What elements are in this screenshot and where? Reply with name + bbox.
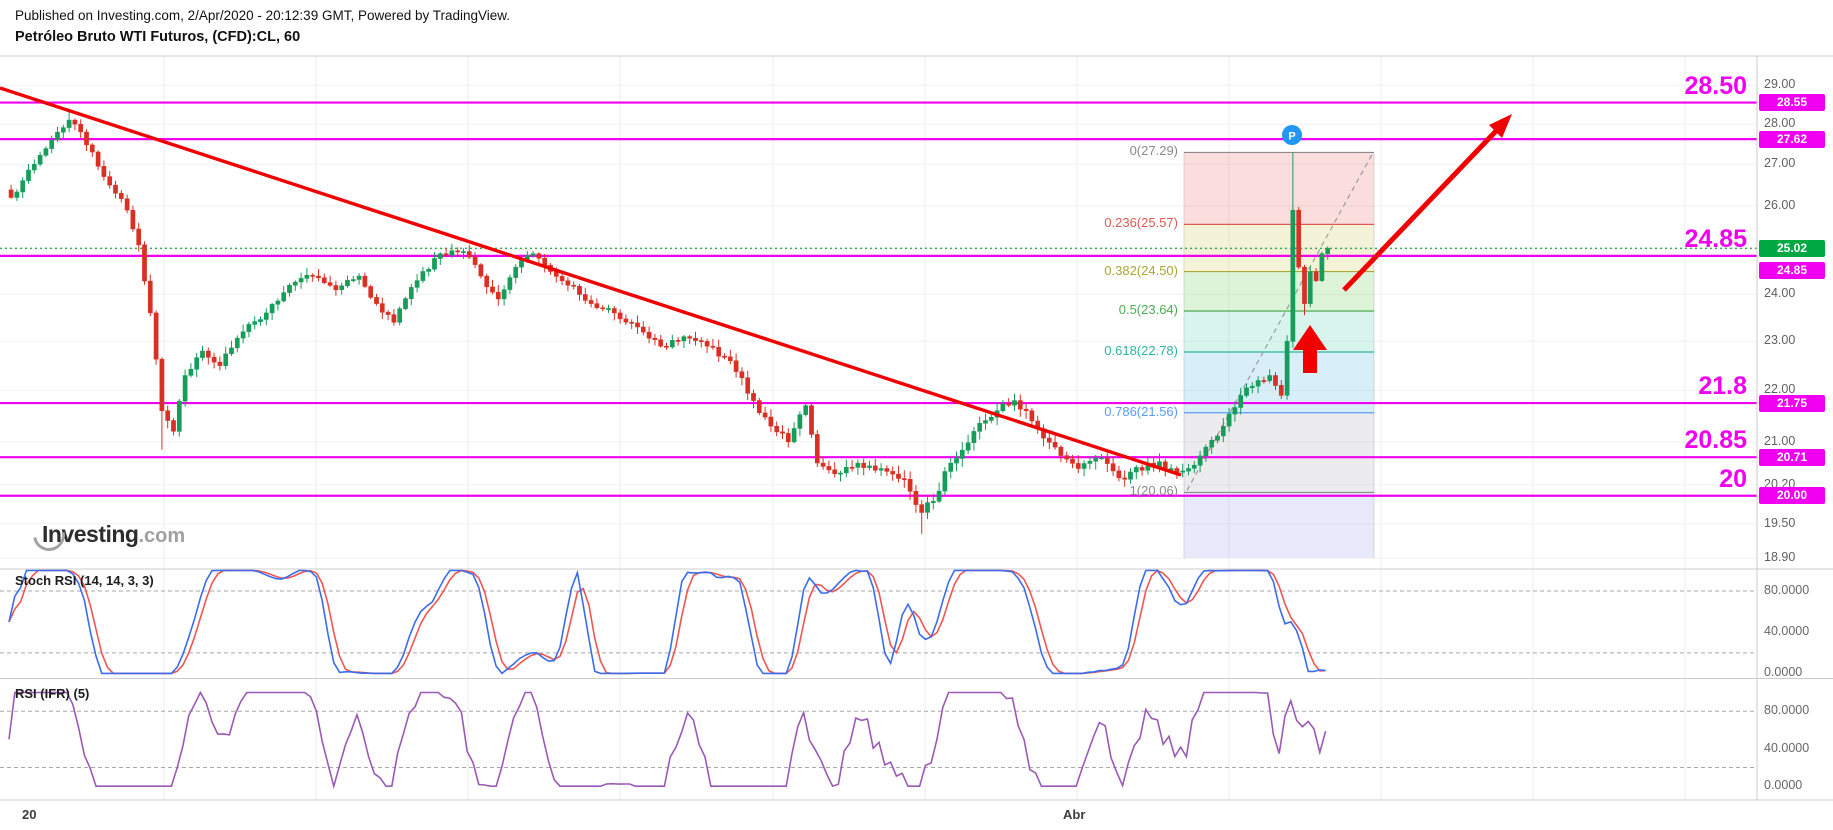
breakout-arrow-line <box>1342 128 1499 292</box>
horizontal-levels <box>0 101 1757 497</box>
indicator-series <box>0 569 1757 790</box>
rsi-line <box>8 690 1327 790</box>
chart-title: Petróleo Bruto WTI Futuros, (CFD):CL, 60 <box>15 29 301 45</box>
published-line: Published on Investing.com, 2/Apr/2020 -… <box>15 8 511 23</box>
p-marker-icon <box>1282 125 1302 145</box>
candlestick-series <box>8 110 1331 534</box>
annotations: P <box>0 86 1512 477</box>
gridlines <box>0 56 1757 800</box>
breakout-arrow-head <box>1489 114 1512 138</box>
fibonacci-retracement <box>1183 151 1375 558</box>
descending-trendline <box>0 86 1182 477</box>
up-arrow-marker <box>1293 325 1327 373</box>
stoch-k-line <box>8 569 1326 675</box>
panel-borders <box>0 55 1833 801</box>
svg-text:P: P <box>1288 131 1295 143</box>
stoch-d-line <box>8 569 1326 675</box>
